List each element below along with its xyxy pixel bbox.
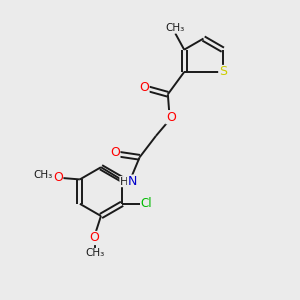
Text: CH₃: CH₃ xyxy=(85,248,105,258)
Text: N: N xyxy=(128,175,137,188)
Text: O: O xyxy=(166,111,176,124)
Text: Cl: Cl xyxy=(141,197,152,210)
Text: O: O xyxy=(110,146,120,159)
Text: CH₃: CH₃ xyxy=(166,23,185,33)
Text: O: O xyxy=(139,81,149,94)
Text: O: O xyxy=(89,232,99,244)
Text: S: S xyxy=(219,65,227,79)
Text: O: O xyxy=(53,171,63,184)
Text: CH₃: CH₃ xyxy=(33,170,52,180)
Text: H: H xyxy=(120,177,128,187)
